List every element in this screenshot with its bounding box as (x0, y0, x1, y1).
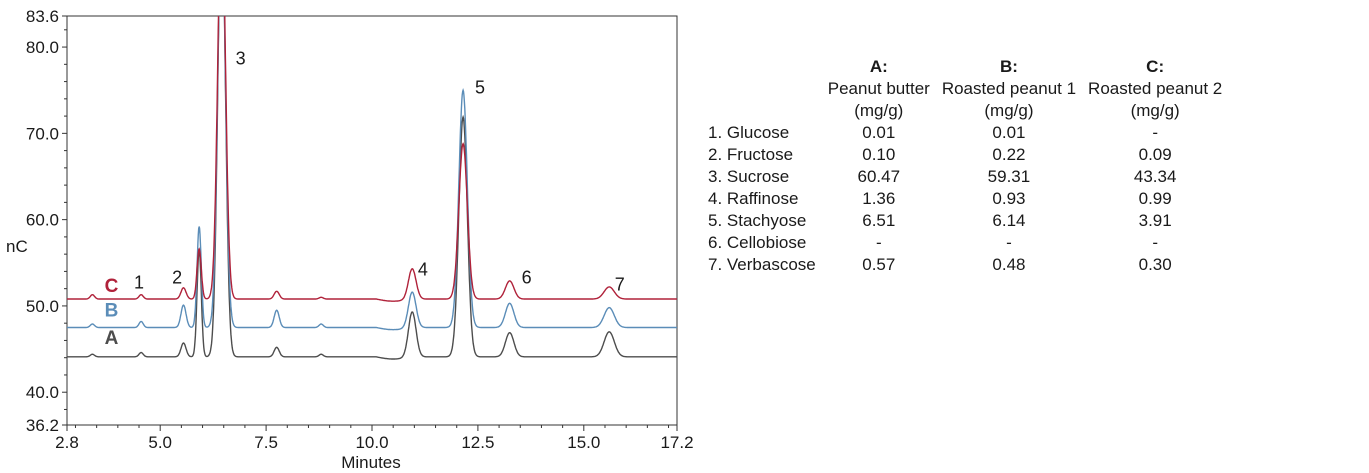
value-cell: 0.10 (862, 145, 896, 164)
sugar-name-cell: 4. Raffinose (708, 189, 799, 208)
value-cell: 0.09 (1138, 145, 1172, 164)
trace-label: C (105, 276, 119, 297)
y-tick-label: 80.0 (26, 38, 59, 57)
sugar-name-cell: 6. Cellobiose (708, 233, 807, 252)
x-tick-label: 5.0 (148, 433, 172, 452)
trace-label: B (105, 300, 119, 321)
column-header: A: Peanut butter (mg/g) (822, 56, 936, 122)
value-cell: 0.93 (992, 189, 1026, 208)
plot-frame (66, 15, 678, 426)
column-header-line: (mg/g) (1130, 101, 1180, 120)
x-axis: 2.8 5.0 7.5 10.0 12.5 15.0 17.2 (55, 425, 694, 452)
annotations: 1 2 3 4 5 6 7 CBA (105, 48, 625, 349)
y-axis-title: nC (6, 237, 28, 256)
sugar-results-table: A: Peanut butter (mg/g) B: Roasted peanut 1 (… (702, 56, 1228, 276)
y-tick-label: 83.6 (26, 7, 59, 26)
peak-label: 2 (172, 267, 182, 287)
x-tick-label: 10.0 (355, 433, 388, 452)
value-cell: 59.31 (987, 167, 1031, 186)
chromatogram-chart: 36.2 40.0 50.0 60.0 70.0 80.0 83.6 2.8 5.0 7.5 10… (6, 7, 694, 472)
value-cell: 6.51 (862, 211, 896, 230)
value-cell: - (1152, 233, 1158, 252)
column-letter: A: (869, 57, 888, 76)
peak-label: 4 (418, 260, 428, 280)
value-cell: 60.47 (857, 167, 901, 186)
trace-line-b (67, 16, 677, 331)
column-header-line: (mg/g) (984, 101, 1034, 120)
x-tick-label: 15.0 (567, 433, 600, 452)
value-cell: 0.30 (1138, 255, 1172, 274)
column-letter: C: (1146, 57, 1165, 76)
trace-label: A (105, 328, 119, 349)
table-header-row: A: Peanut butter (mg/g) B: Roasted peanut 1 (… (702, 56, 1228, 122)
value-cell: - (875, 233, 882, 252)
table-row: 2. Fructose 0.10 0.22 0.09 (702, 144, 1228, 166)
peak-label: 7 (615, 274, 625, 294)
sugar-name-cell: 1. Glucose (708, 123, 790, 142)
table-row: 7. Verbascose 0.57 0.48 0.30 (702, 254, 1228, 276)
sugar-name-cell: 7. Verbascose (708, 255, 816, 274)
trace-line-a (67, 16, 677, 360)
value-cell: 1.36 (862, 189, 896, 208)
x-tick-label: 12.5 (461, 433, 494, 452)
trace-line-c (67, 16, 677, 302)
value-cell: 0.48 (992, 255, 1026, 274)
value-cell: 0.57 (862, 255, 896, 274)
table-body: 1. Glucose 0.01 0.01 - 2. Fructose 0.10 0.22 0.… (702, 122, 1228, 276)
x-tick-label: 17.2 (660, 433, 693, 452)
x-tick-label: 7.5 (254, 433, 278, 452)
table-row: 6. Cellobiose - - - (702, 232, 1228, 254)
column-header-line: Peanut butter (827, 79, 930, 98)
column-header-line: Roasted peanut 1 (941, 79, 1077, 98)
peak-label: 6 (522, 267, 532, 287)
y-tick-label: 60.0 (26, 211, 59, 230)
peak-label: 5 (475, 78, 485, 98)
column-header-line: (mg/g) (854, 101, 904, 120)
value-cell: 0.99 (1138, 189, 1172, 208)
column-header: C: Roasted peanut 2 (mg/g) (1082, 56, 1228, 122)
value-cell: 6.14 (992, 211, 1026, 230)
column-header-line: Roasted peanut 2 (1088, 79, 1223, 98)
peak-label: 1 (134, 273, 144, 293)
y-tick-label: 50.0 (26, 297, 59, 316)
x-axis-title: Minutes (341, 453, 401, 472)
value-cell: - (1152, 123, 1158, 142)
value-cell: - (1006, 233, 1012, 252)
y-tick-label: 40.0 (26, 383, 59, 402)
y-tick-label: 36.2 (26, 416, 59, 435)
column-header (702, 56, 822, 122)
sugar-name-cell: 3. Sucrose (708, 167, 790, 186)
traces (67, 16, 677, 360)
column-letter: B: (999, 57, 1018, 76)
value-cell: 43.34 (1133, 167, 1177, 186)
table-row: 4. Raffinose 1.36 0.93 0.99 (702, 188, 1228, 210)
sugar-name-cell: 2. Fructose (708, 145, 794, 164)
peak-label: 3 (236, 48, 246, 68)
sugar-name-cell: 5. Stachyose (708, 211, 807, 230)
value-cell: 0.01 (862, 123, 896, 142)
value-cell: 3.91 (1138, 211, 1172, 230)
x-tick-label: 2.8 (55, 433, 79, 452)
y-tick-label: 70.0 (26, 124, 59, 143)
table-row: 3. Sucrose 60.47 59.31 43.34 (702, 166, 1228, 188)
value-cell: 0.01 (992, 123, 1026, 142)
y-axis: 36.2 40.0 50.0 60.0 70.0 80.0 83.6 (26, 7, 67, 435)
table-row: 5. Stachyose 6.51 6.14 3.91 (702, 210, 1228, 232)
table-row: 1. Glucose 0.01 0.01 - (702, 122, 1228, 144)
column-header: B: Roasted peanut 1 (mg/g) (936, 56, 1082, 122)
value-cell: 0.22 (992, 145, 1026, 164)
